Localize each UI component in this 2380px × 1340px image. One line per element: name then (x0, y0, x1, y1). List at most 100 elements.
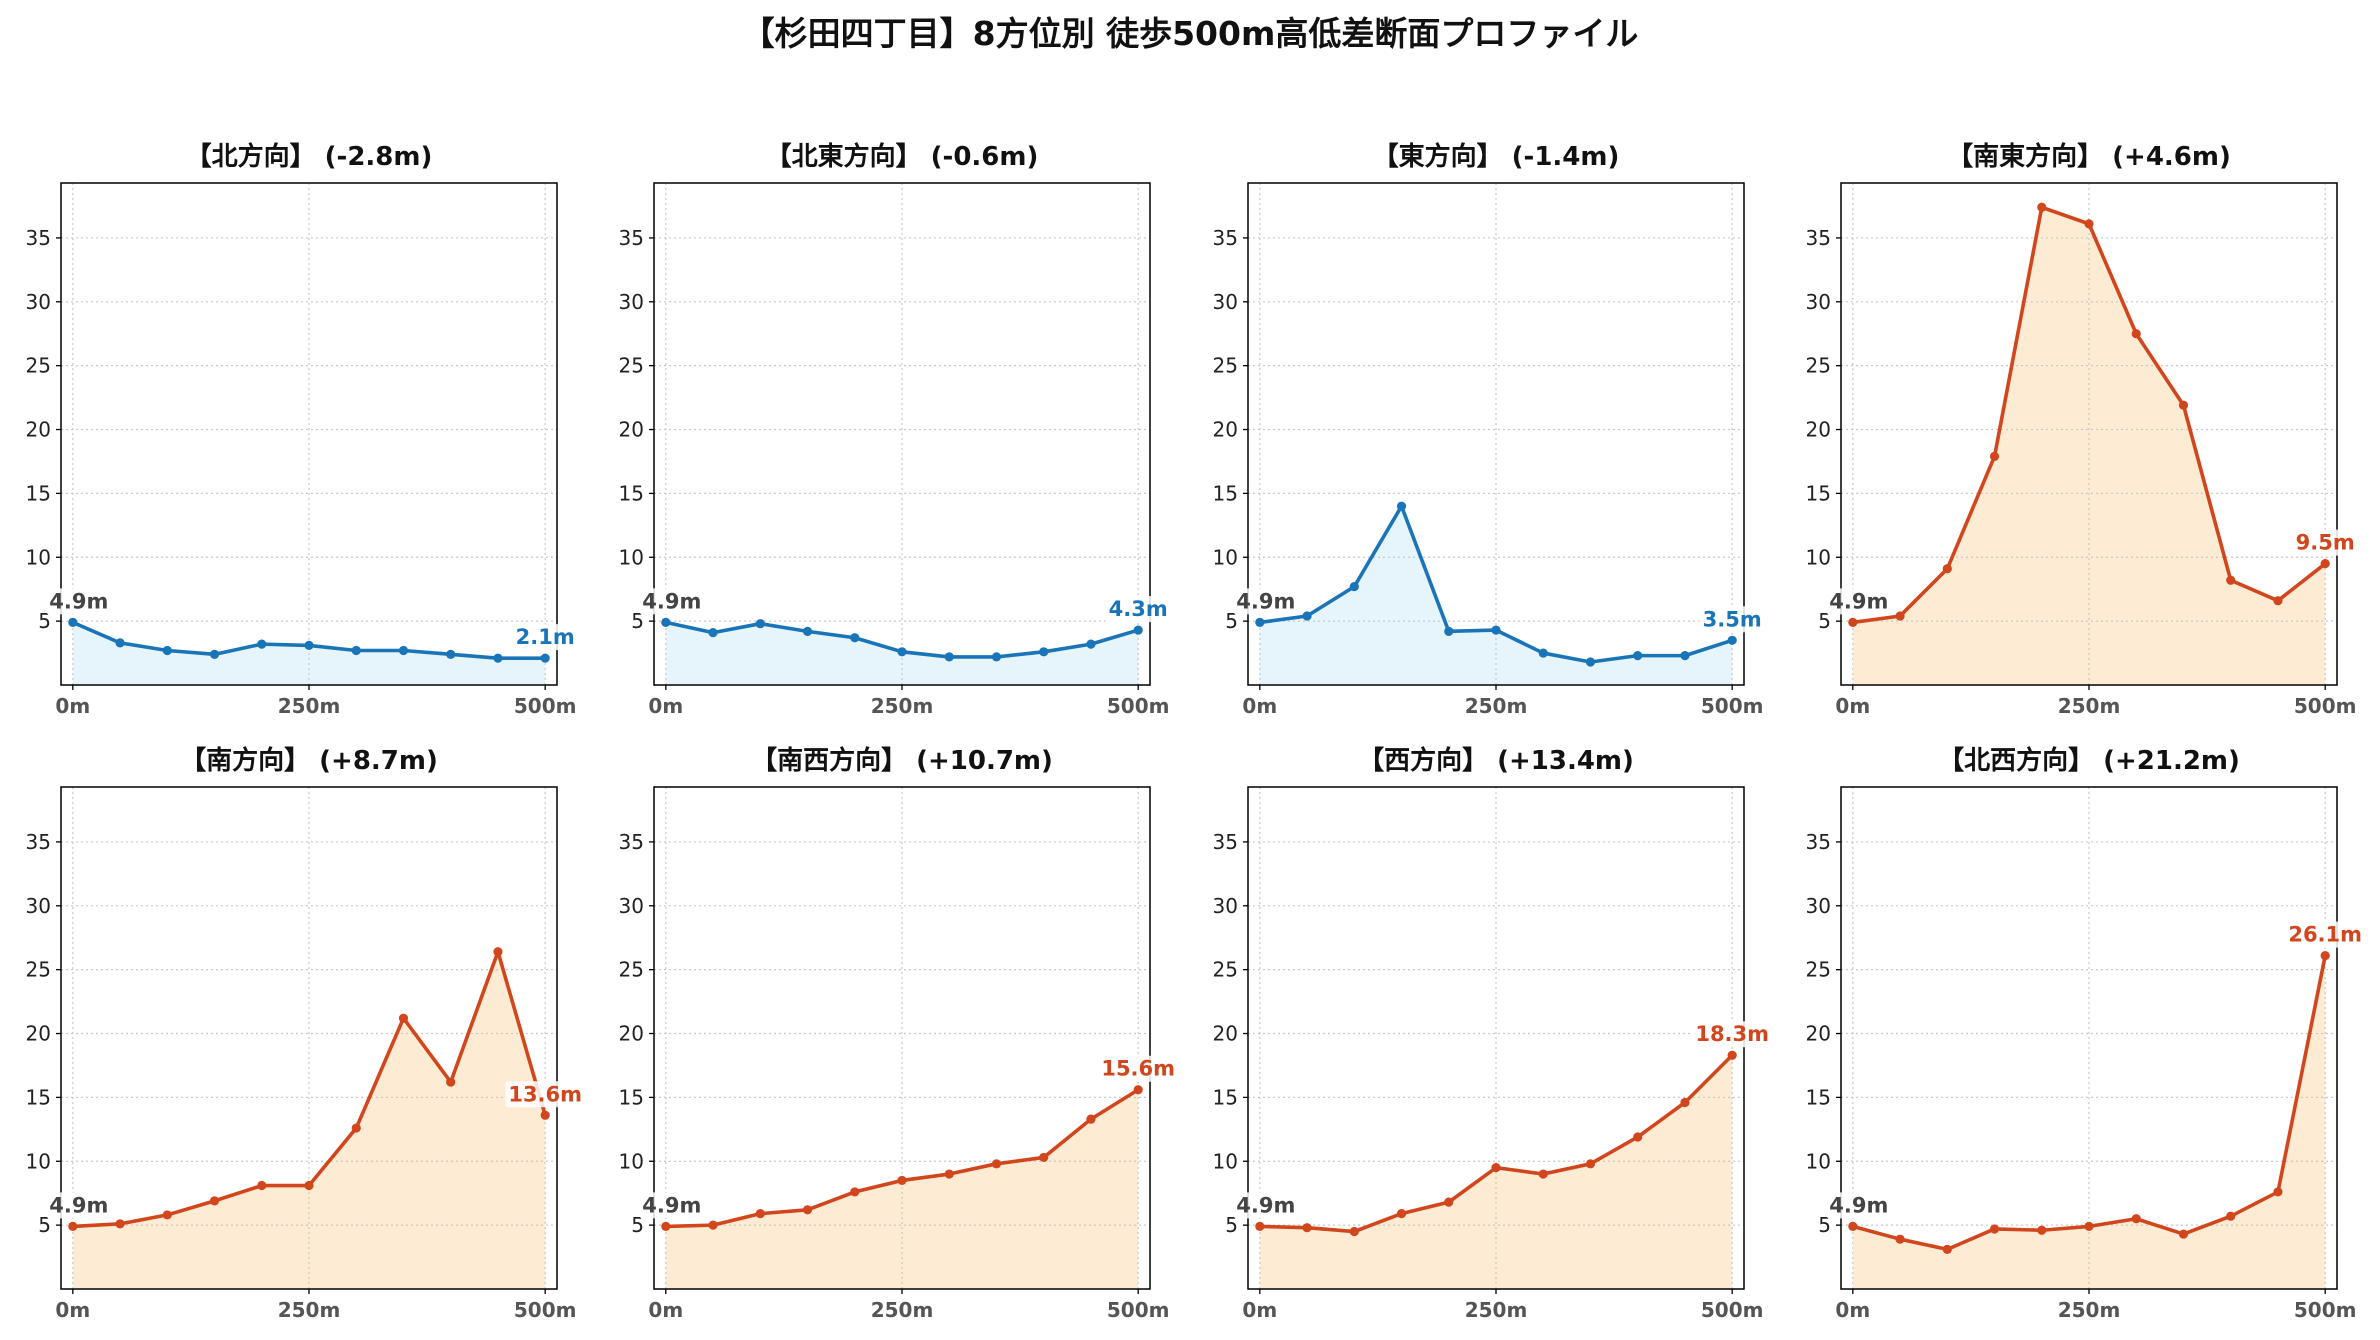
data-point (1133, 625, 1143, 635)
data-point (1585, 1159, 1596, 1169)
data-point (446, 1077, 456, 1087)
value-label-box (2285, 921, 2366, 948)
y-tick-label: 25 (619, 354, 644, 378)
data-point (2178, 1229, 2189, 1239)
y-tick-label: 30 (619, 290, 644, 314)
value-label-box (639, 1192, 705, 1219)
data-point (1848, 1221, 1858, 1232)
x-tick-label: 250m (1465, 694, 1528, 718)
data-point (755, 1209, 765, 1219)
data-point (1086, 1114, 1096, 1124)
panel-title: 【東方向】 (-1.4m) (1373, 141, 1620, 172)
data-point (257, 1180, 267, 1191)
data-point (1349, 1226, 1359, 1237)
value-label-box (1105, 596, 1171, 623)
data-point (1633, 1132, 1643, 1142)
data-point (1255, 1221, 1265, 1232)
start-value-label: 4.9m (49, 1193, 108, 1217)
y-tick-label: 10 (1806, 1149, 1831, 1173)
y-tick-label: 25 (26, 354, 51, 378)
data-point (708, 628, 718, 638)
y-tick-label: 10 (619, 1149, 644, 1173)
panel-title: 【南東方向】 (+4.6m) (1947, 141, 2231, 172)
area-fill (665, 1089, 1139, 1289)
y-tick-label: 5 (1818, 609, 1831, 633)
y-tick-label: 5 (1225, 609, 1238, 633)
y-tick-label: 20 (26, 418, 51, 442)
data-point (1444, 1197, 1454, 1207)
data-point (1396, 1209, 1407, 1219)
y-tick-label: 30 (1806, 290, 1831, 314)
end-value-label: 2.1m (516, 625, 575, 649)
y-tick-label: 30 (26, 290, 51, 314)
y-tick-label: 20 (1806, 1022, 1831, 1046)
y-tick-label: 15 (1806, 1085, 1831, 1109)
value-label-box (505, 1081, 586, 1108)
y-tick-label: 5 (38, 1213, 51, 1237)
end-value-label: 26.1m (2288, 923, 2362, 947)
start-value-label: 4.9m (1829, 1193, 1888, 1217)
data-point (446, 649, 456, 659)
data-point (2131, 1214, 2141, 1224)
data-point (1491, 1163, 1501, 1173)
y-tick-label: 5 (1818, 1213, 1831, 1237)
data-point (1349, 582, 1359, 592)
x-tick-label: 0m (648, 1298, 683, 1322)
y-tick-label: 15 (619, 1085, 644, 1109)
data-point (2084, 1221, 2094, 1232)
data-point (304, 1180, 314, 1191)
y-tick-label: 10 (1213, 1149, 1238, 1173)
x-tick-label: 250m (871, 1298, 934, 1322)
y-tick-label: 25 (26, 958, 51, 982)
data-point (1680, 651, 1690, 661)
data-point (661, 617, 671, 628)
y-tick-label: 10 (1213, 545, 1238, 569)
figure-title: 【杉田四丁目】8方位別 徒歩500m高低差断面プロファイル (742, 14, 1639, 53)
chart-panel: 0m 250m 500m 5 10 15 20 25 30 35 【南方向】 (+8.7m) 4.9m… (26, 745, 586, 1322)
y-tick-label: 10 (26, 1149, 51, 1173)
data-point (540, 1110, 550, 1120)
data-point (115, 638, 125, 648)
start-value-label: 4.9m (1829, 589, 1888, 613)
value-label-box (512, 624, 578, 651)
data-point (209, 1196, 220, 1206)
data-point (493, 947, 503, 957)
area-fill (72, 951, 546, 1289)
data-point (2320, 951, 2330, 961)
value-label-box (2292, 529, 2358, 556)
end-value-label: 15.6m (1101, 1057, 1175, 1081)
x-tick-label: 500m (1701, 694, 1764, 718)
x-tick-label: 250m (871, 694, 934, 718)
y-tick-label: 5 (631, 609, 644, 633)
data-point (944, 652, 954, 662)
value-label-box (1233, 1192, 1299, 1219)
data-point (2226, 575, 2236, 585)
y-tick-label: 15 (26, 481, 51, 505)
y-tick-label: 25 (1806, 354, 1831, 378)
end-value-label: 3.5m (1703, 607, 1762, 631)
end-value-label: 13.6m (508, 1082, 582, 1106)
y-tick-label: 5 (1225, 1213, 1238, 1237)
panel-title: 【北方向】 (-2.8m) (186, 141, 433, 172)
chart-panel: 0m 250m 500m 5 10 15 20 25 30 35 【北方向】 (-2.8m) 4.9m… (26, 141, 578, 718)
data-point (1302, 1223, 1312, 1233)
y-tick-label: 25 (619, 958, 644, 982)
y-tick-label: 15 (619, 481, 644, 505)
chart-panel: 0m 250m 500m 5 10 15 20 25 30 35 【南西方向】 (+10.7m) 4.… (619, 745, 1179, 1322)
data-point (1989, 451, 2000, 461)
panel-title: 【北東方向】 (-0.6m) (766, 141, 1039, 172)
y-tick-label: 35 (1806, 830, 1831, 854)
data-point (802, 626, 813, 636)
y-tick-label: 15 (1213, 481, 1238, 505)
data-point (1086, 639, 1096, 649)
data-point (68, 617, 78, 628)
plot-frame (60, 786, 558, 1290)
panel-title: 【南方向】 (+8.7m) (180, 745, 438, 776)
data-point (398, 645, 409, 656)
x-tick-label: 0m (1242, 1298, 1277, 1322)
data-point (1895, 1234, 1905, 1244)
data-point (1538, 648, 1548, 658)
x-tick-label: 0m (1835, 694, 1870, 718)
data-point (1989, 1224, 2000, 1234)
data-point (493, 653, 503, 663)
